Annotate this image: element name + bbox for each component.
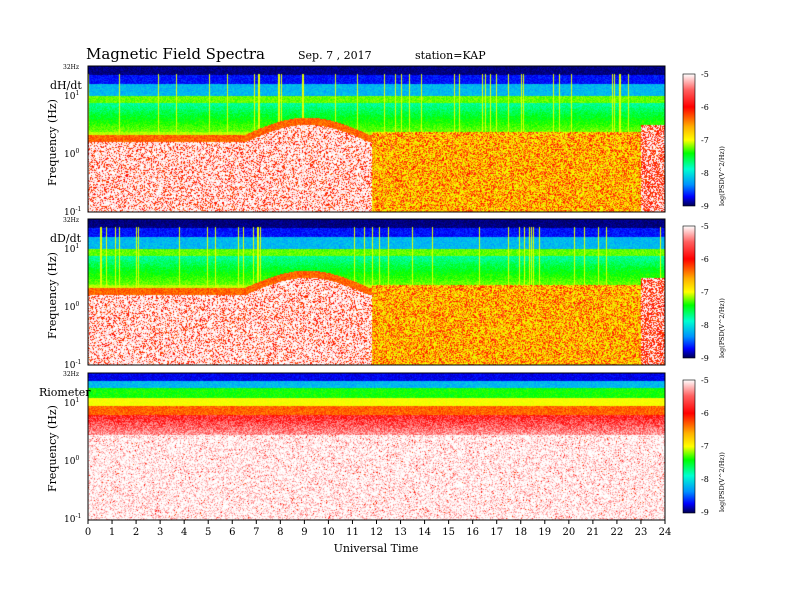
x-tick-label: 22 [611, 527, 624, 538]
panel-frame [87, 218, 666, 366]
colorbar-tick: -5 [701, 70, 709, 79]
colorbar-tick: -8 [701, 475, 709, 484]
y-tick-label: 101 [64, 243, 79, 255]
y-tick-label: 100 [64, 455, 79, 467]
colorbar-tick: -8 [701, 321, 709, 330]
colorbar-tick: -9 [701, 354, 709, 363]
colorbar-tick: -8 [701, 169, 709, 178]
x-tick-label: 3 [157, 527, 163, 538]
colorbar-label: log(PSD(V^2/Hz)) [718, 452, 726, 512]
x-tick-label: 18 [514, 527, 527, 538]
colorbar-tick: -7 [701, 288, 709, 297]
panel-label: dD/dt [50, 232, 82, 245]
y-axis-label: Frequency (Hz) [46, 99, 59, 186]
x-tick-label: 10 [322, 527, 335, 538]
chart-title: Magnetic Field Spectra [86, 45, 265, 63]
colorbar-tick: -6 [701, 103, 709, 112]
x-tick-label: 15 [442, 527, 455, 538]
x-tick-label: 11 [346, 527, 359, 538]
colorbar-label: log(PSD(V^2/Hz)) [718, 298, 726, 358]
x-tick-label: 12 [370, 527, 383, 538]
x-tick-label: 9 [301, 527, 307, 538]
y-tick-label: 101 [64, 90, 79, 102]
panel-label: dH/dt [50, 79, 82, 92]
x-tick-label: 13 [394, 527, 407, 538]
y-tick-label: 100 [64, 301, 79, 313]
x-tick-label: 17 [490, 527, 503, 538]
x-axis-label: Universal Time [334, 542, 419, 555]
x-tick-label: 21 [587, 527, 600, 538]
top-freq-label: 32Hz [63, 64, 79, 71]
panel-dhdt: dH/dt 32Hz Frequency (Hz) 101 100 10-1 -… [46, 64, 726, 218]
panel-riometer: Riometer 32Hz Frequency (Hz) 101 100 10-… [39, 371, 726, 525]
colorbar-tick: -7 [701, 442, 709, 451]
panel-label: Riometer [39, 386, 91, 399]
top-freq-label: 32Hz [63, 217, 79, 224]
x-axis: 0 1 2 3 4 5 6 7 8 9 10 11 12 13 14 15 16 17 18 19 20 21 22 23 24 [85, 520, 672, 538]
x-tick-label: 5 [205, 527, 211, 538]
x-tick-label: 20 [562, 527, 575, 538]
y-axis-label: Frequency (Hz) [46, 405, 59, 492]
y-tick-label: 10-1 [64, 359, 81, 371]
y-tick-label: 10-1 [64, 513, 81, 525]
colorbar: -5 -6 -7 -8 -9 log(PSD(V^2/Hz)) [682, 376, 726, 517]
colorbar-tick: -6 [701, 409, 709, 418]
colorbar-label: log(PSD(V^2/Hz)) [718, 146, 726, 206]
x-tick-label: 24 [659, 527, 672, 538]
x-tick-label: 6 [229, 527, 235, 538]
colorbar-tick: -9 [701, 202, 709, 211]
date-label: Sep. 7 , 2017 [298, 49, 372, 62]
x-tick-label: 8 [277, 527, 283, 538]
x-tick-label: 16 [466, 527, 479, 538]
y-tick-label: 101 [64, 397, 79, 409]
colorbar-tick: -5 [701, 222, 709, 231]
colorbar-gradient [682, 379, 696, 514]
x-tick-label: 1 [109, 527, 115, 538]
x-tick-label: 7 [253, 527, 259, 538]
y-tick-label: 100 [64, 148, 79, 160]
y-axis-label: Frequency (Hz) [46, 252, 59, 339]
colorbar-tick: -7 [701, 136, 709, 145]
spectrogram-dhdt [88, 66, 665, 212]
panel-frame [87, 65, 666, 213]
x-tick-label: 4 [181, 527, 187, 538]
colorbar-gradient [682, 73, 696, 207]
colorbar: -5 -6 -7 -8 -9 log(PSD(V^2/Hz)) [682, 222, 726, 363]
colorbar-tick: -9 [701, 508, 709, 517]
top-freq-label: 32Hz [63, 371, 79, 378]
colorbar-tick: -5 [701, 376, 709, 385]
x-tick-label: 2 [133, 527, 139, 538]
colorbar: -5 -6 -7 -8 -9 log(PSD(V^2/Hz)) [682, 70, 726, 211]
colorbar-tick: -6 [701, 255, 709, 264]
y-tick-label: 10-1 [64, 206, 81, 218]
station-label: station=KAP [415, 49, 486, 62]
colorbar-gradient [682, 225, 696, 359]
panel-dddt: dD/dt 32Hz Frequency (Hz) 101 100 10-1 -… [46, 217, 726, 371]
spectrogram-dddt [88, 219, 665, 365]
spectrogram-riometer [88, 373, 665, 520]
x-tick-label: 14 [418, 527, 431, 538]
x-tick-label: 0 [85, 527, 91, 538]
x-tick-label: 23 [635, 527, 648, 538]
x-tick-label: 19 [538, 527, 551, 538]
